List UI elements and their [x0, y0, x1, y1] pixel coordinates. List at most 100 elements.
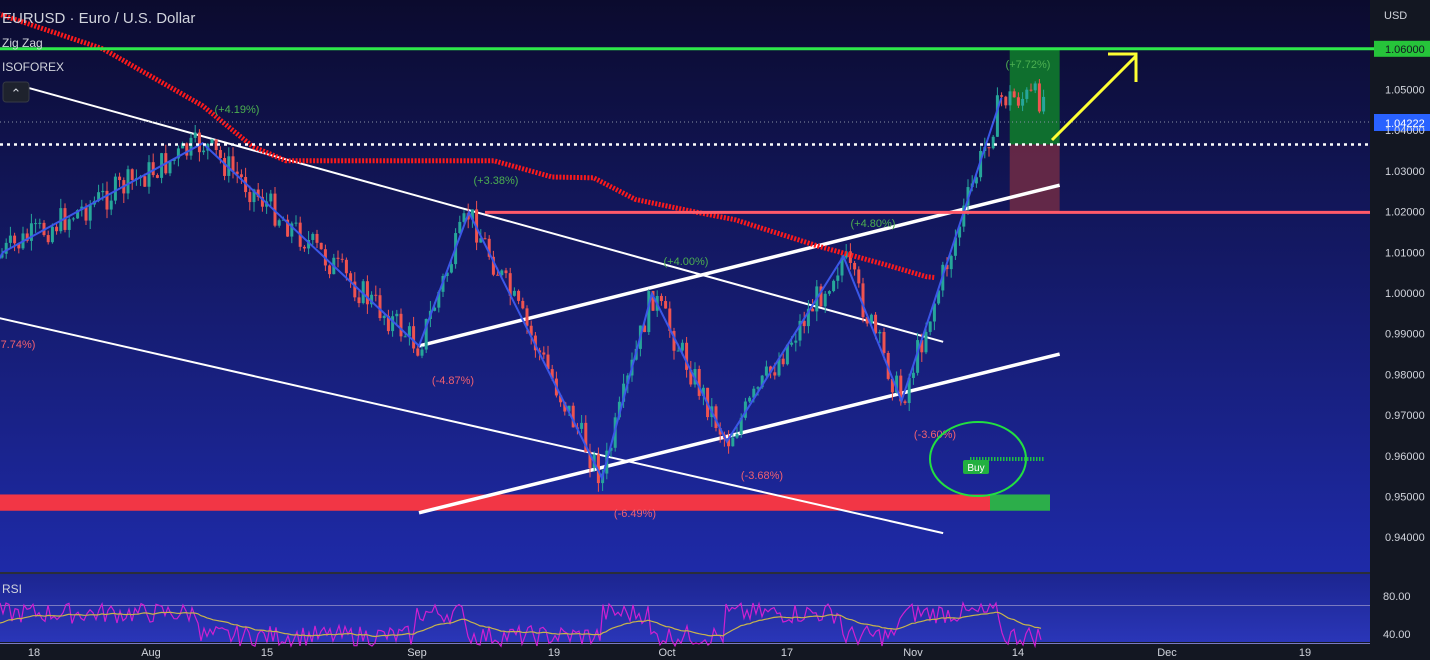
candle-body [491, 256, 495, 275]
zigzag-pct-label: (-3.60%) [914, 429, 956, 441]
time-tick: Aug [141, 647, 161, 659]
candle-body [479, 238, 483, 243]
candle-body [319, 242, 323, 250]
zigzag-pct-label: (+3.38%) [474, 175, 519, 187]
symbol-title[interactable]: EURUSD · Euro / U.S. Dollar [2, 10, 195, 27]
time-tick: 19 [1299, 647, 1311, 659]
candle-body [916, 340, 920, 373]
candle-body [958, 226, 962, 238]
price-tick: 1.00000 [1385, 288, 1425, 300]
stop-loss-box[interactable] [1009, 144, 1060, 213]
candle-body [202, 150, 206, 153]
candle-body [811, 308, 815, 312]
candle-body [672, 330, 676, 351]
candle-body [521, 300, 525, 309]
candle-body [424, 318, 428, 350]
candle-body [151, 162, 155, 176]
candle-body [588, 451, 592, 469]
support-zone-green[interactable] [990, 494, 1050, 511]
time-tick: Oct [658, 647, 675, 659]
candle-body [769, 366, 773, 373]
rsi-ma-line[interactable] [0, 611, 1042, 638]
price-tick: 0.96000 [1385, 451, 1425, 463]
candle-body [949, 255, 953, 270]
candle-body [71, 218, 75, 220]
candle-body [252, 189, 256, 203]
support-zone-red[interactable] [0, 494, 990, 511]
candle-body [1021, 98, 1025, 106]
candle-body [231, 156, 235, 172]
time-axis[interactable] [0, 642, 1430, 660]
candle-body [294, 222, 298, 224]
rsi-line[interactable] [0, 601, 1042, 649]
trendline-channel-lower[interactable] [418, 352, 1061, 515]
candle-body [1025, 89, 1029, 99]
candle-body [903, 401, 907, 404]
collapse-button[interactable] [2, 81, 30, 103]
rsi-label[interactable]: RSI [2, 582, 22, 596]
candle-body [382, 315, 386, 319]
price-tick: 1.02000 [1385, 207, 1425, 219]
candle-body [365, 281, 369, 305]
candle-body [504, 270, 508, 274]
moving-average-line[interactable] [0, 0, 936, 281]
main-plot-area[interactable] [0, 0, 1370, 572]
candle-body [748, 397, 752, 402]
candle-body [302, 246, 306, 249]
zigzag-pct-label: (-4.87%) [432, 375, 474, 387]
candle-body [571, 405, 575, 428]
candle-body [118, 176, 122, 181]
candle-body [46, 235, 50, 243]
candle-body [8, 235, 12, 243]
candle-body [559, 395, 563, 403]
price-tick: 0.97000 [1385, 410, 1425, 422]
candle-body [113, 176, 117, 201]
candle-body [756, 387, 760, 389]
candle-body [512, 290, 516, 296]
candle-body [962, 205, 966, 227]
candle-body [622, 383, 626, 402]
trendline-upper-descending[interactable] [19, 84, 944, 343]
indicator-zigzag-label[interactable]: Zig Zag [2, 36, 43, 50]
buy-badge-text: Buy [967, 463, 984, 474]
target-price-tag[interactable] [1374, 40, 1430, 57]
candle-body [147, 162, 151, 187]
candle-body [391, 316, 395, 332]
candle-body [34, 223, 38, 225]
candle-body [311, 233, 315, 240]
trendline-lower-descending[interactable] [0, 311, 944, 535]
candle-body [4, 242, 8, 254]
zigzag-pct-label: (-3.68%) [741, 470, 783, 482]
zigzag-pct-label: (+4.00%) [664, 256, 709, 268]
candle-body [1000, 95, 1004, 97]
candle-body [731, 437, 735, 447]
candle-body [735, 434, 739, 438]
arrow-head-icon [1108, 52, 1138, 82]
zigzag-line[interactable] [0, 97, 1003, 481]
candle-body [781, 358, 785, 365]
buy-highlight-circle[interactable] [929, 421, 1027, 497]
candle-body [689, 369, 693, 385]
candle-body [743, 401, 747, 418]
price-tick: 1.01000 [1385, 247, 1425, 259]
price-tick: 0.94000 [1385, 532, 1425, 544]
candle-body [344, 259, 348, 274]
candle-body [899, 375, 903, 402]
candle-body [827, 291, 831, 294]
last-price-tag[interactable] [1374, 114, 1430, 131]
buy-badge[interactable] [963, 460, 989, 474]
candle-body [911, 372, 915, 378]
indicator-vendor-label[interactable]: ISOFOREX [2, 60, 64, 74]
candle-body [798, 320, 802, 341]
candle-body [88, 204, 92, 221]
candle-body [974, 177, 978, 184]
price-axis[interactable] [1370, 0, 1430, 642]
candle-body [445, 272, 449, 276]
time-tick: 14 [1012, 647, 1024, 659]
candle-body [168, 160, 172, 174]
candle-body [1004, 96, 1008, 106]
chevron-up-icon[interactable]: ⌃ [11, 86, 22, 101]
candle-body [248, 192, 252, 203]
time-tick: 15 [261, 647, 273, 659]
